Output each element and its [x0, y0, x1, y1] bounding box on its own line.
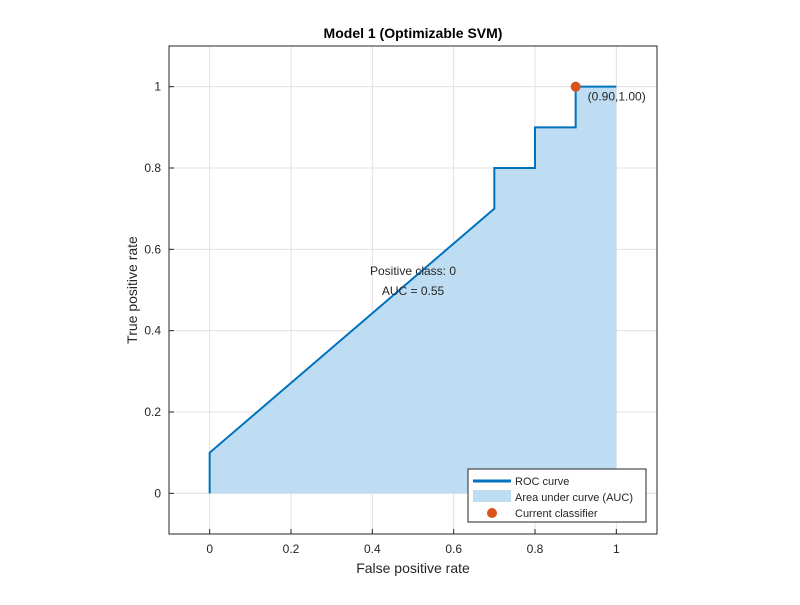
y-tick-label: 0.8	[144, 161, 161, 175]
x-tick-label: 0.6	[445, 542, 462, 556]
legend-auc-label: Area under curve (AUC)	[515, 492, 633, 504]
x-tick-label: 0	[206, 542, 213, 556]
y-tick-label: 0.6	[144, 242, 161, 256]
legend-classifier-swatch	[487, 508, 497, 518]
y-tick-label: 1	[154, 80, 161, 94]
legend-roc-label: ROC curve	[515, 476, 569, 488]
legend-classifier-label: Current classifier	[515, 508, 598, 520]
roc-curve-line	[208, 85, 617, 494]
x-tick-label: 0.8	[527, 542, 544, 556]
legend-auc-swatch	[473, 490, 511, 502]
x-tick-label: 1	[613, 542, 620, 556]
chart-title: Model 1 (Optimizable SVM)	[324, 25, 503, 41]
positive-class-annotation: Positive class: 0	[370, 264, 456, 278]
auc-area	[209, 86, 617, 494]
y-axis-label: True positive rate	[124, 236, 140, 344]
legend: ROC curve Area under curve (AUC) Current…	[467, 468, 647, 523]
y-tick-label: 0	[154, 486, 161, 500]
x-axis-label: False positive rate	[356, 560, 470, 576]
auc-annotation: AUC = 0.55	[382, 284, 445, 298]
x-tick-label: 0.4	[364, 542, 381, 556]
axes-box	[168, 45, 658, 535]
y-tick-label: 0.4	[144, 324, 161, 338]
y-ticks: 0 0.2 0.4 0.6 0.8 1	[144, 80, 174, 500]
y-tick-label: 0.2	[144, 405, 161, 419]
current-classifier-point	[570, 81, 581, 92]
x-tick-label: 0.2	[283, 542, 300, 556]
x-ticks: 0 0.2 0.4 0.6 0.8 1	[206, 529, 620, 556]
current-classifier-label: (0.90,1.00)	[588, 90, 646, 104]
